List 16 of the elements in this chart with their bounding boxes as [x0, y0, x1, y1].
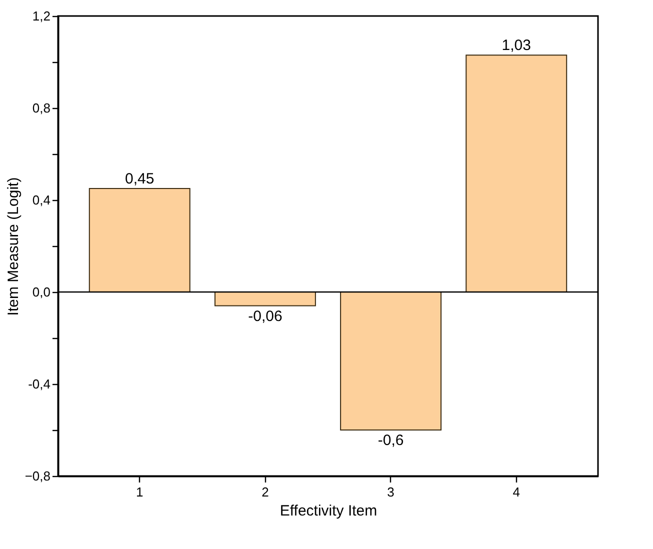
- y-tick-label: 0,0: [32, 284, 50, 300]
- x-tick-label: 1: [136, 484, 144, 500]
- data-label: 0,45: [125, 170, 154, 188]
- x-axis-title: Effectivity Item: [280, 502, 378, 520]
- y-tick-label: 1,2: [32, 8, 50, 24]
- y-tick-label: 0,8: [32, 100, 50, 116]
- data-label: 1,03: [502, 37, 531, 54]
- y-axis-title: Item Measure (Logit): [4, 177, 22, 316]
- y-tick-label: −0,8: [24, 468, 50, 484]
- y-tick-label: -0,4: [28, 376, 50, 392]
- x-tick-label: 2: [262, 484, 269, 500]
- y-tick-label: 0,4: [32, 192, 50, 208]
- data-label: -0,6: [378, 432, 404, 449]
- x-tick-label: 3: [387, 484, 394, 500]
- data-label: -0,06: [248, 308, 282, 325]
- x-tick-label: 4: [512, 484, 520, 500]
